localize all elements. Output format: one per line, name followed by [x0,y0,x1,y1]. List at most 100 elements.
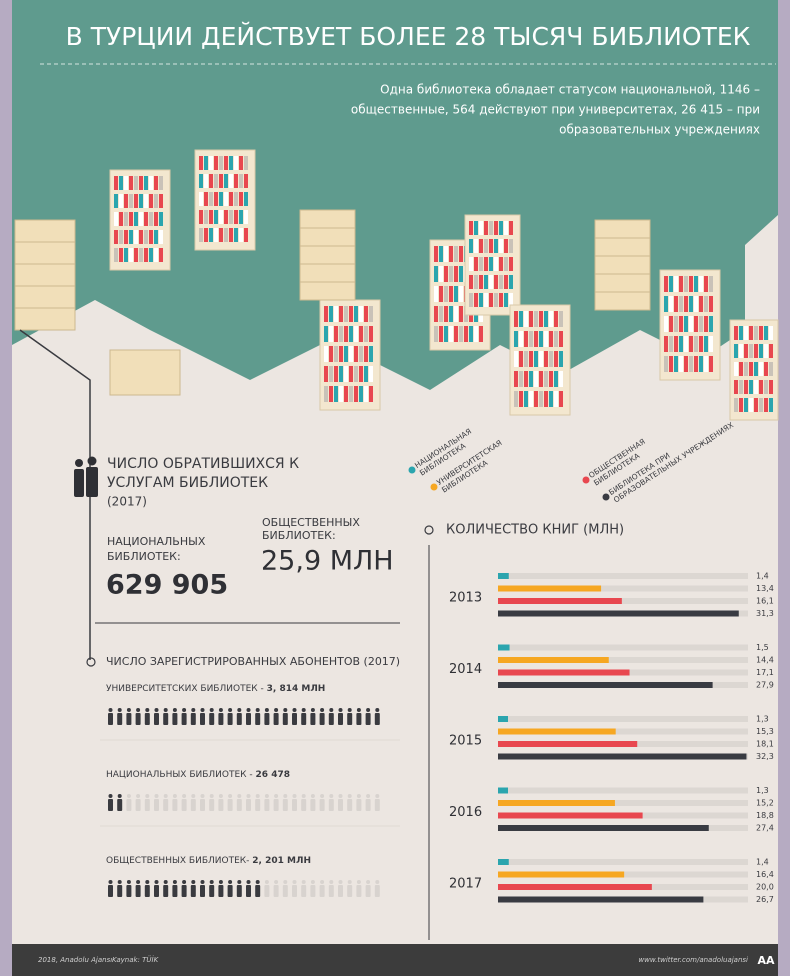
person-icon [135,713,141,725]
book [709,356,713,372]
subscriber-item: ОБЩЕСТВЕННЫХ БИБЛИОТЕК- 2, 201 МЛН [106,856,311,866]
book [439,306,443,322]
person-icon [237,708,242,712]
person-icon [310,880,315,884]
person-icon [126,713,132,725]
subscriber-value: 2, 201 МЛН [252,856,311,866]
person-icon [347,708,352,712]
book [694,336,698,352]
desk [109,349,181,396]
book [699,296,703,312]
book [499,293,503,307]
book [559,351,563,367]
book [224,174,228,188]
person-icon [172,794,177,798]
book [449,306,453,322]
person-icon [135,885,141,897]
person-icon [145,880,150,884]
book [709,276,713,292]
person-icon [218,708,223,712]
book [119,230,123,244]
book [149,194,153,208]
person-icon [347,799,353,811]
person-icon [356,794,361,798]
person-icon [301,880,306,884]
book [529,391,533,407]
person-icon [282,799,288,811]
book [159,176,163,190]
book [504,293,508,307]
book [739,398,743,412]
book [464,326,468,342]
book [704,356,708,372]
book [359,306,363,322]
book [159,212,163,226]
book [519,331,523,347]
person-icon [365,713,371,725]
person-icon [374,799,380,811]
book [769,398,773,412]
book [744,344,748,358]
book [364,326,368,342]
person-icon [347,885,353,897]
book [664,316,668,332]
bar-track [498,728,748,735]
book [704,316,708,332]
book [519,371,523,387]
person-icon [117,713,123,725]
person-icon [246,713,251,725]
person-icon [126,708,131,712]
visitors-title: ЧИСЛО ОБРАТИВШИХСЯ К [107,456,299,472]
person-icon [218,794,223,798]
title: В ТУРЦИИ ДЕЙСТВУЕТ БОЛЕЕ 28 ТЫСЯЧ БИБЛИО… [66,22,751,51]
person-icon [329,708,334,712]
person-icon [236,713,242,725]
person-icon [264,880,269,884]
person-icon [200,708,205,712]
book [699,276,703,292]
person-icon [301,885,307,897]
bullet [86,657,96,667]
person-icon [200,799,205,811]
book [369,346,373,362]
person-icon [218,713,224,725]
person-icon [356,799,362,811]
book [364,306,368,322]
book [509,275,513,289]
book [524,371,528,387]
book [209,156,213,170]
book [694,316,698,332]
person-icon [320,708,325,712]
person-icon [136,880,141,884]
legend-swatch [582,476,590,484]
person-icon [209,799,215,811]
person-icon [144,885,150,897]
person-icon [338,799,343,811]
book [129,230,133,244]
book [559,311,563,327]
book [559,391,563,407]
book [479,239,483,253]
book [124,176,128,190]
footer-source: Kaynak: TÜİK [112,955,160,964]
person-icon [182,794,187,798]
person-icon [108,708,113,712]
value-label: 1,4 [756,858,769,867]
book [739,362,743,376]
book [459,266,463,282]
book [334,306,338,322]
book [124,248,128,262]
person-icon [264,885,270,897]
book [449,266,453,282]
person-icon [356,708,361,712]
book [764,398,768,412]
book [114,194,118,208]
value-label: 1,3 [756,715,769,724]
bar [498,598,622,604]
person-icon [255,885,261,897]
book [134,194,138,208]
book [469,239,473,253]
value-label: 17,1 [756,668,774,677]
book [504,221,508,235]
book [224,192,228,206]
